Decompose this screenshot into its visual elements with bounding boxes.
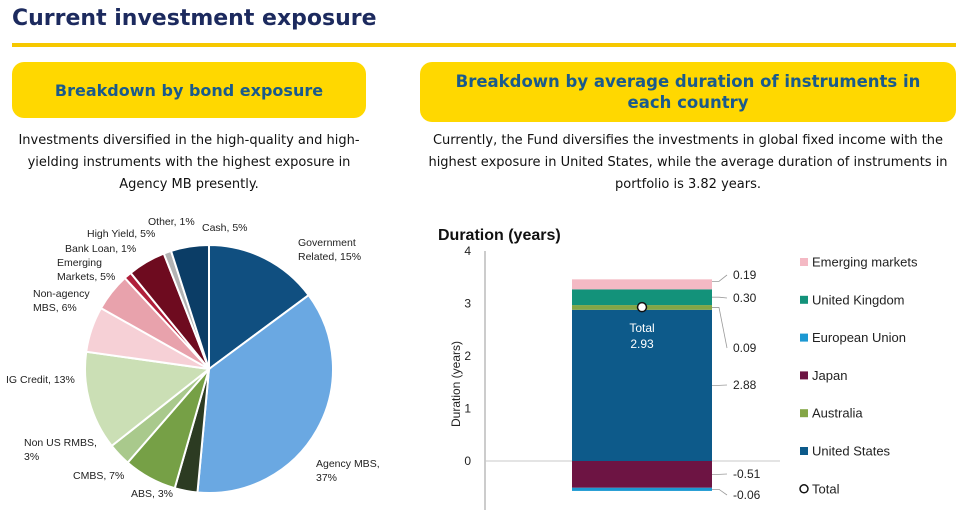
legend-label-united-kingdom: United Kingdom [812, 292, 905, 307]
y-tick-label-3: 3 [464, 297, 471, 311]
pie-label-agency-mbs: Agency MBS, 37% [316, 458, 380, 484]
bar-segment-european-union [572, 487, 712, 491]
duration-heading: Breakdown by average duration of instrum… [420, 62, 956, 122]
duration-chart-title: Duration (years) [438, 227, 561, 244]
data-label-european-union: -0.06 [733, 488, 761, 502]
pie-label-non-agency-mbs: Non-agency MBS, 6% [33, 288, 90, 314]
duration-description: Currently, the Fund diversifies the inve… [428, 133, 948, 192]
leader-line-australia [712, 307, 728, 349]
bond-exposure-description: Investments diversified in the high-qual… [18, 133, 360, 192]
page-title: Current investment exposure [12, 6, 377, 31]
pie-label-cash: Cash, 5% [202, 222, 248, 234]
pie-label-government-related: Government Related, 15% [298, 237, 361, 263]
legend-label-australia: Australia [812, 406, 863, 421]
y-tick-label-4: 4 [464, 244, 471, 258]
pie-slice-government-related [208, 243, 311, 371]
y-axis-label: Duration (years) [449, 341, 463, 427]
legend-label-japan: Japan [812, 368, 847, 383]
pie-label-abs: ABS, 3% [131, 488, 173, 500]
total-marker [636, 301, 648, 313]
bond-exposure-heading: Breakdown by bond exposure [12, 62, 366, 118]
bar-segment-emerging-markets [572, 279, 712, 290]
legend-swatch-european-union [800, 333, 808, 342]
data-label-emerging-markets: 0.19 [733, 268, 757, 282]
legend-marker-total [799, 484, 809, 494]
legend-swatch-united-states [800, 447, 808, 455]
pie-label-cmbs: CMBS, 7% [73, 470, 124, 482]
title-underline [12, 43, 956, 47]
pie-label-high-yield: High Yield, 5% [87, 228, 155, 240]
leader-line-european-union [712, 488, 728, 496]
legend-swatch-united-kingdom [800, 295, 808, 304]
legend-swatch-australia [800, 409, 808, 418]
pie-label-non-us-rmbs: Non US RMBS, 3% [24, 437, 97, 463]
data-label-united-states: 2.88 [733, 378, 757, 392]
pie-label-bank-loan: Bank Loan, 1% [65, 243, 136, 255]
y-tick-label-0: 0 [464, 454, 471, 468]
y-tick-label-2: 2 [464, 349, 471, 363]
data-label-japan: -0.51 [733, 467, 761, 481]
pie-slice-agency-mbs [196, 293, 334, 494]
bond-exposure-pie-chart: Government Related, 15% Agency MBS, 37% ABS,… [6, 216, 380, 500]
data-label-united-kingdom: 0.30 [733, 291, 757, 305]
pie-label-emerging-markets: Emerging Markets, 5% [57, 257, 115, 283]
bar-segment-united-states [572, 309, 712, 461]
legend-label-total: Total [812, 481, 840, 496]
bar-segment-united-kingdom [572, 289, 712, 306]
total-label-value: 2.93 [630, 337, 654, 351]
y-tick-label-1: 1 [464, 402, 471, 416]
leader-line-united-kingdom [712, 296, 728, 299]
pie-slice-cash [169, 243, 210, 370]
pie-label-ig-credit: IG Credit, 13% [6, 374, 75, 386]
total-label-title: Total [629, 321, 654, 335]
pie-label-other: Other, 1% [148, 216, 195, 228]
legend-label-european-union: European Union [812, 330, 906, 345]
pie-slice-ig-credit [84, 350, 212, 448]
duration-stacked-bar-chart: Duration (years) Duration (years) 0 1 2 3 4 2.8… [438, 227, 918, 510]
bar-segment-japan [572, 461, 712, 488]
legend-label-united-states: United States [812, 444, 891, 459]
legend-label-emerging-markets: Emerging markets [812, 255, 918, 270]
legend-swatch-japan [800, 371, 808, 380]
leader-line-emerging-markets [712, 274, 728, 282]
data-label-australia: 0.09 [733, 341, 757, 355]
legend-swatch-emerging-markets [800, 258, 808, 266]
